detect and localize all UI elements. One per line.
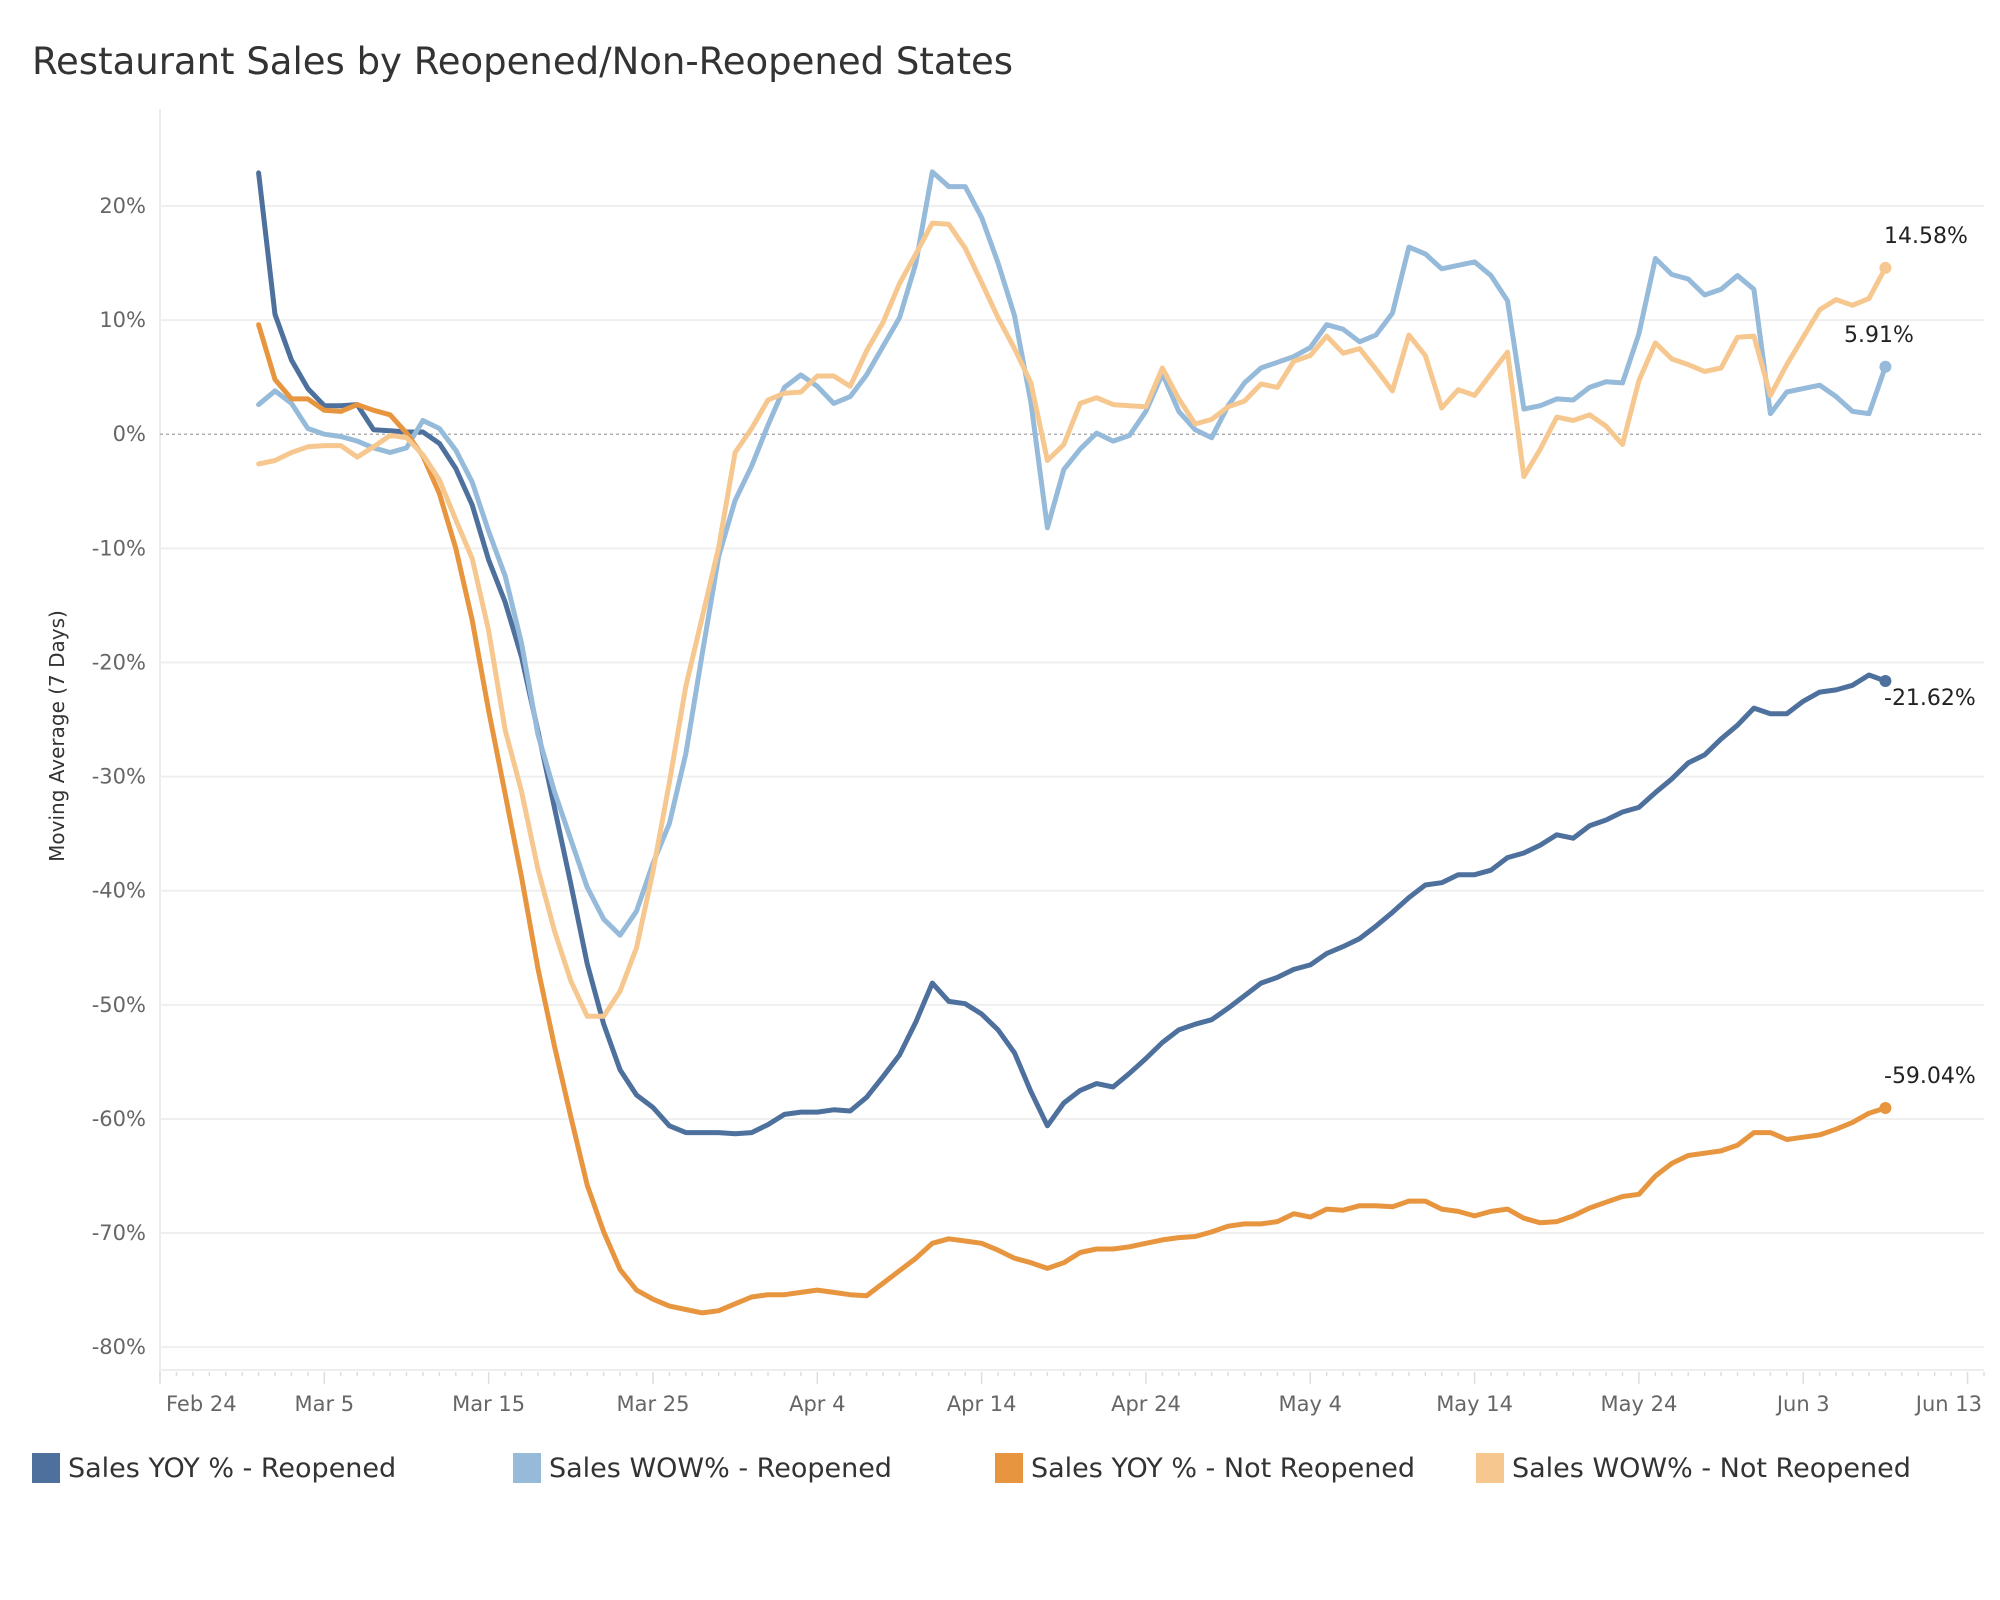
gridlines [159,109,1984,1380]
series-line-sales-yoy-not-reopened [256,322,1888,1316]
series-sales-yoy-reopened [256,170,1892,1137]
x-tick-label: Mar 15 [452,1392,525,1416]
end-value-label: -21.62% [1884,686,1976,711]
x-tick-label: Apr 4 [789,1392,845,1416]
y-axis-ticks: 20% 10% 0% -10% -20% -30% -40% -50% -60% -70% -80% [92,194,146,1359]
y-axis-title: Moving Average (7 Days) [45,610,69,862]
y-tick-label: -60% [92,1107,146,1131]
y-tick-label: -50% [92,993,146,1017]
series-sales-wow-reopened [256,169,1892,938]
x-tick-label: Apr 24 [1111,1392,1181,1416]
legend-label: Sales YOY % - Not Reopened [1031,1452,1416,1484]
x-tick-label: Apr 14 [947,1392,1017,1416]
x-tick-label: Jun 3 [1775,1392,1830,1416]
x-tick-label: May 4 [1279,1392,1342,1416]
x-tick-label: Feb 24 [166,1392,237,1416]
y-tick-label: -70% [92,1221,146,1245]
legend-swatch [995,1453,1023,1483]
series-sales-yoy-not-reopened [256,322,1892,1316]
end-point-marker [1879,1101,1892,1114]
series-line-sales-wow-not-reopened [256,220,1888,1019]
legend-label: Sales YOY % - Reopened [68,1452,397,1484]
y-tick-label: 0% [113,422,146,446]
x-tick-label: Jun 13 [1914,1392,1982,1416]
y-tick-label: -30% [92,765,146,789]
legend: Sales YOY % - Reopened Sales WOW% - Reop… [0,1448,2000,1488]
x-tick-label: Mar 25 [616,1392,689,1416]
y-tick-label: -80% [92,1335,146,1359]
x-tick-label: Mar 5 [294,1392,354,1416]
y-tick-label: -40% [92,879,146,903]
end-value-label: -59.04% [1884,1064,1976,1089]
line-chart: 20% 10% 0% -10% -20% -30% -40% -50% -60% -70% -80%… [45,109,1985,1416]
chart-title: Restaurant Sales by Reopened/Non-Reopene… [32,40,1014,83]
legend-swatch [513,1453,541,1483]
end-labels: -21.62% 5.91% -59.04% 14.58% [1844,224,1976,1089]
end-value-label: 5.91% [1844,323,1914,348]
x-tick-label: May 14 [1436,1392,1513,1416]
legend-swatch [1476,1453,1504,1483]
end-value-label: 14.58% [1884,224,1968,249]
legend-item-yoy-reopened[interactable]: Sales YOY % - Reopened [32,1448,396,1488]
legend-label: Sales WOW% - Not Reopened [1512,1452,1911,1484]
y-tick-label: 20% [99,194,146,218]
legend-item-wow-reopened[interactable]: Sales WOW% - Reopened [513,1448,892,1488]
y-tick-label: 10% [99,308,146,332]
legend-swatch [32,1453,60,1483]
series-sales-wow-not-reopened [256,220,1892,1019]
series-lines [256,169,1892,1316]
end-point-marker [1879,261,1892,274]
x-tick-label: May 24 [1601,1392,1678,1416]
legend-label: Sales WOW% - Reopened [549,1452,892,1484]
end-point-marker [1879,360,1892,373]
end-point-marker [1879,674,1892,687]
y-tick-label: -20% [92,650,146,674]
y-tick-label: -10% [92,536,146,560]
x-axis-ticks: Feb 24 Mar 5 Mar 15 Mar 25 Apr 4 Apr 14 Apr 24… [159,1372,1985,1416]
legend-item-yoy-not-reopened[interactable]: Sales YOY % - Not Reopened [995,1448,1415,1488]
series-line-sales-wow-reopened [256,169,1888,938]
legend-item-wow-not-reopened[interactable]: Sales WOW% - Not Reopened [1476,1448,1911,1488]
